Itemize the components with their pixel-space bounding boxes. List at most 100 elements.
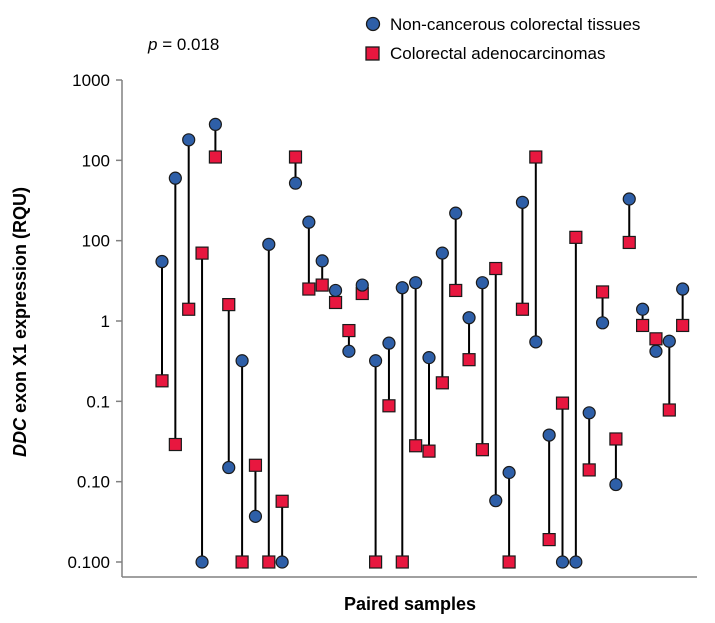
y-axis-title: DDC exon X1 expression (RQU) xyxy=(10,187,30,457)
normal-point xyxy=(449,206,463,220)
pair-group xyxy=(168,171,182,452)
y-axis-title-rest: exon X1 expression (RQU) xyxy=(10,187,30,418)
tumor-point xyxy=(315,278,329,292)
tumor-point xyxy=(182,302,196,316)
tumor-point xyxy=(609,432,623,446)
normal-point xyxy=(369,354,383,368)
tumor-point xyxy=(649,332,663,346)
tumor-point xyxy=(208,150,222,164)
tumor-point xyxy=(502,555,516,569)
legend-square-marker xyxy=(365,46,380,61)
normal-point xyxy=(168,171,182,185)
tumor-point xyxy=(475,443,489,457)
tumor-point xyxy=(248,458,263,472)
legend-label-normal: Non-cancerous colorectal tissues xyxy=(390,15,640,34)
legend-label-tumor: Colorectal adenocarcinomas xyxy=(390,44,605,63)
p-value-text: = 0.018 xyxy=(157,35,219,54)
pair-group xyxy=(555,396,570,569)
normal-point xyxy=(328,283,343,298)
tumor-point xyxy=(529,150,543,164)
tumor-point xyxy=(155,374,169,388)
normal-point xyxy=(288,176,303,190)
pair-group xyxy=(462,311,476,367)
normal-point xyxy=(515,195,530,209)
tumor-point xyxy=(168,437,182,452)
pair-group xyxy=(595,285,610,330)
tumor-point xyxy=(622,235,636,250)
normal-point xyxy=(155,254,169,269)
y-tick-label: 0.10 xyxy=(77,473,110,492)
y-tick-label: 1 xyxy=(101,312,110,331)
pair-group xyxy=(582,406,596,477)
tumor-point xyxy=(595,285,610,299)
tumor-point xyxy=(195,246,209,260)
tumor-point xyxy=(662,403,676,417)
pair-group xyxy=(475,276,489,457)
normal-point xyxy=(542,428,556,442)
y-tick-label: 0.100 xyxy=(67,553,110,572)
normal-point xyxy=(462,311,476,325)
y-axis-title-gene: DDC xyxy=(10,417,30,457)
pair-group xyxy=(315,254,329,292)
normal-point xyxy=(475,276,489,290)
axes xyxy=(121,80,697,578)
legend-circle-marker xyxy=(365,16,381,32)
tumor-point xyxy=(222,298,236,312)
normal-point xyxy=(195,555,209,569)
pair-group xyxy=(609,432,623,492)
tumor-point xyxy=(288,150,303,164)
tumor-point xyxy=(382,399,396,413)
pair-group xyxy=(208,117,222,164)
pair-group xyxy=(542,428,556,547)
p-value-annotation: p = 0.018 xyxy=(147,35,219,54)
normal-point xyxy=(635,302,650,316)
pair-group xyxy=(355,278,369,301)
pair-group xyxy=(662,334,676,417)
tumor-point xyxy=(569,230,583,244)
pair-group xyxy=(676,282,690,333)
pair-group xyxy=(248,458,263,523)
p-value-italic: p xyxy=(147,35,157,54)
normal-point xyxy=(676,282,690,296)
normal-point xyxy=(222,460,236,475)
tumor-point xyxy=(422,444,436,458)
pair-group xyxy=(275,494,289,569)
pair-group xyxy=(622,192,636,250)
legend: Non-cancerous colorectal tissues Colorec… xyxy=(365,15,640,63)
pair-group xyxy=(222,298,236,475)
normal-point xyxy=(262,237,276,251)
pair-group xyxy=(502,465,516,569)
x-axis-title: Paired samples xyxy=(344,594,476,614)
pair-group xyxy=(489,261,503,508)
normal-point xyxy=(529,335,543,349)
y-tick-label: 1000 xyxy=(72,71,110,90)
y-tick-label: 0.1 xyxy=(86,392,110,411)
y-tick-label: 100 xyxy=(82,151,110,170)
normal-point xyxy=(662,334,676,348)
pair-group xyxy=(569,230,583,569)
pair-group xyxy=(342,323,356,358)
pair-group xyxy=(635,302,650,333)
tumor-point xyxy=(555,396,570,410)
pair-group xyxy=(649,332,663,358)
normal-point xyxy=(502,465,516,480)
pair-group xyxy=(449,206,463,298)
pair-group xyxy=(435,246,449,390)
normal-point xyxy=(208,117,222,132)
pair-group xyxy=(395,281,409,569)
normal-point xyxy=(182,133,196,147)
tumor-point xyxy=(635,318,650,333)
pair-group xyxy=(422,351,436,458)
tumor-point xyxy=(435,376,449,390)
normal-point xyxy=(422,351,436,365)
pair-group xyxy=(195,246,209,569)
tumor-point xyxy=(676,318,690,333)
tumor-point xyxy=(515,302,530,316)
tumor-point xyxy=(275,494,289,508)
tumor-point xyxy=(262,555,276,569)
pair-group xyxy=(382,336,396,413)
pair-group xyxy=(529,150,543,349)
normal-point xyxy=(342,344,356,358)
tumor-point xyxy=(395,555,409,569)
normal-point xyxy=(582,406,596,420)
